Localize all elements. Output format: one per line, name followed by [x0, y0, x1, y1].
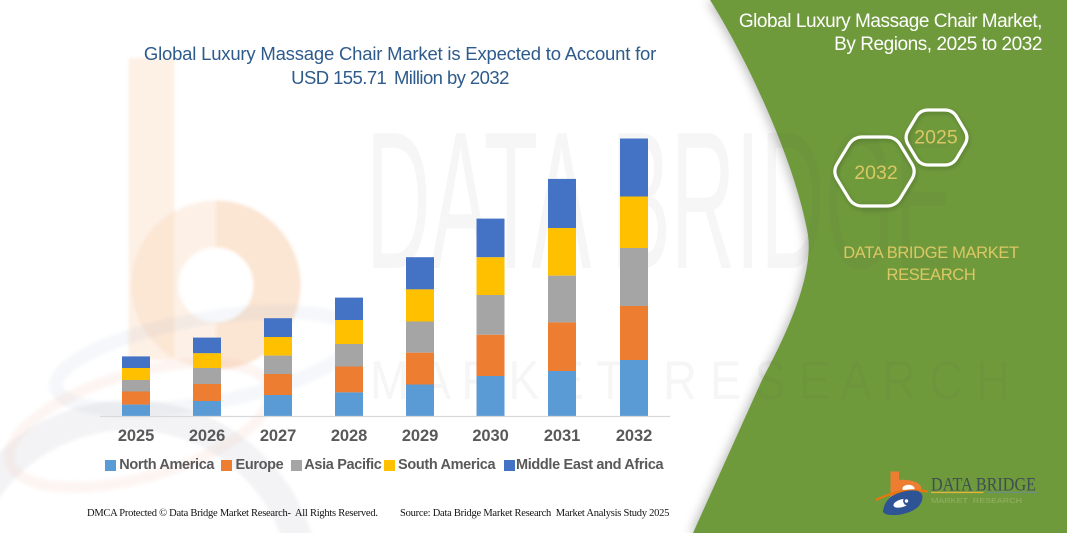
svg-text:DATA BRIDGE: DATA BRIDGE — [366, 91, 954, 310]
svg-text:MARKET RESEARCH: MARKET RESEARCH — [931, 498, 1022, 505]
svg-text:DATA BRIDGE: DATA BRIDGE — [931, 474, 1036, 495]
svg-text:2025: 2025 — [914, 127, 958, 149]
svg-text:2032: 2032 — [854, 162, 897, 184]
svg-text:M A R K E T R E S E A R C H: M A R K E T R E S E A R C H — [370, 349, 1010, 411]
